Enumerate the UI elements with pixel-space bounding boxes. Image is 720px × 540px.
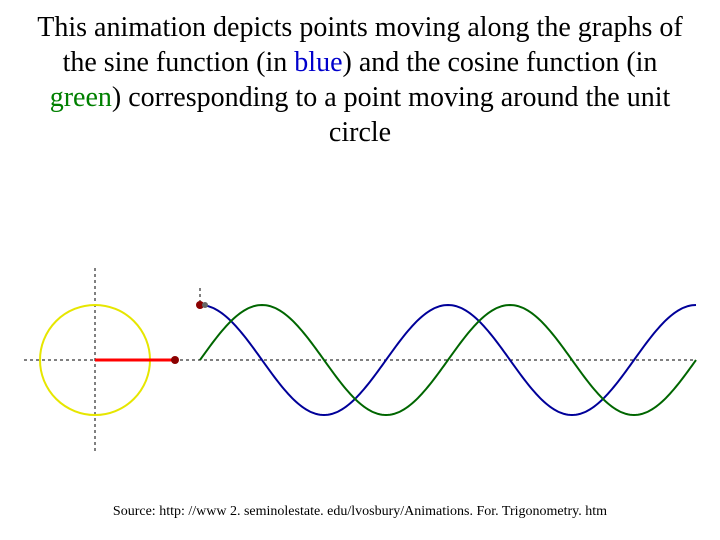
- caption-part2: ) and the cosine function (in: [343, 47, 658, 78]
- page: This animation depicts points moving alo…: [0, 0, 720, 540]
- caption-blue-word: blue: [294, 47, 342, 78]
- caption-green-word: green: [50, 82, 112, 113]
- caption-part3: ) corresponding to a point moving around…: [112, 82, 670, 148]
- cosine-curve: [200, 305, 696, 415]
- trig-diagram: [20, 250, 700, 470]
- trig-svg: [20, 250, 700, 470]
- secondary-point-marker: [202, 302, 208, 308]
- circle-point-marker: [171, 356, 179, 364]
- caption-text: This animation depicts points moving alo…: [30, 10, 690, 150]
- source-line: Source: http: //www 2. seminolestate. ed…: [0, 504, 720, 520]
